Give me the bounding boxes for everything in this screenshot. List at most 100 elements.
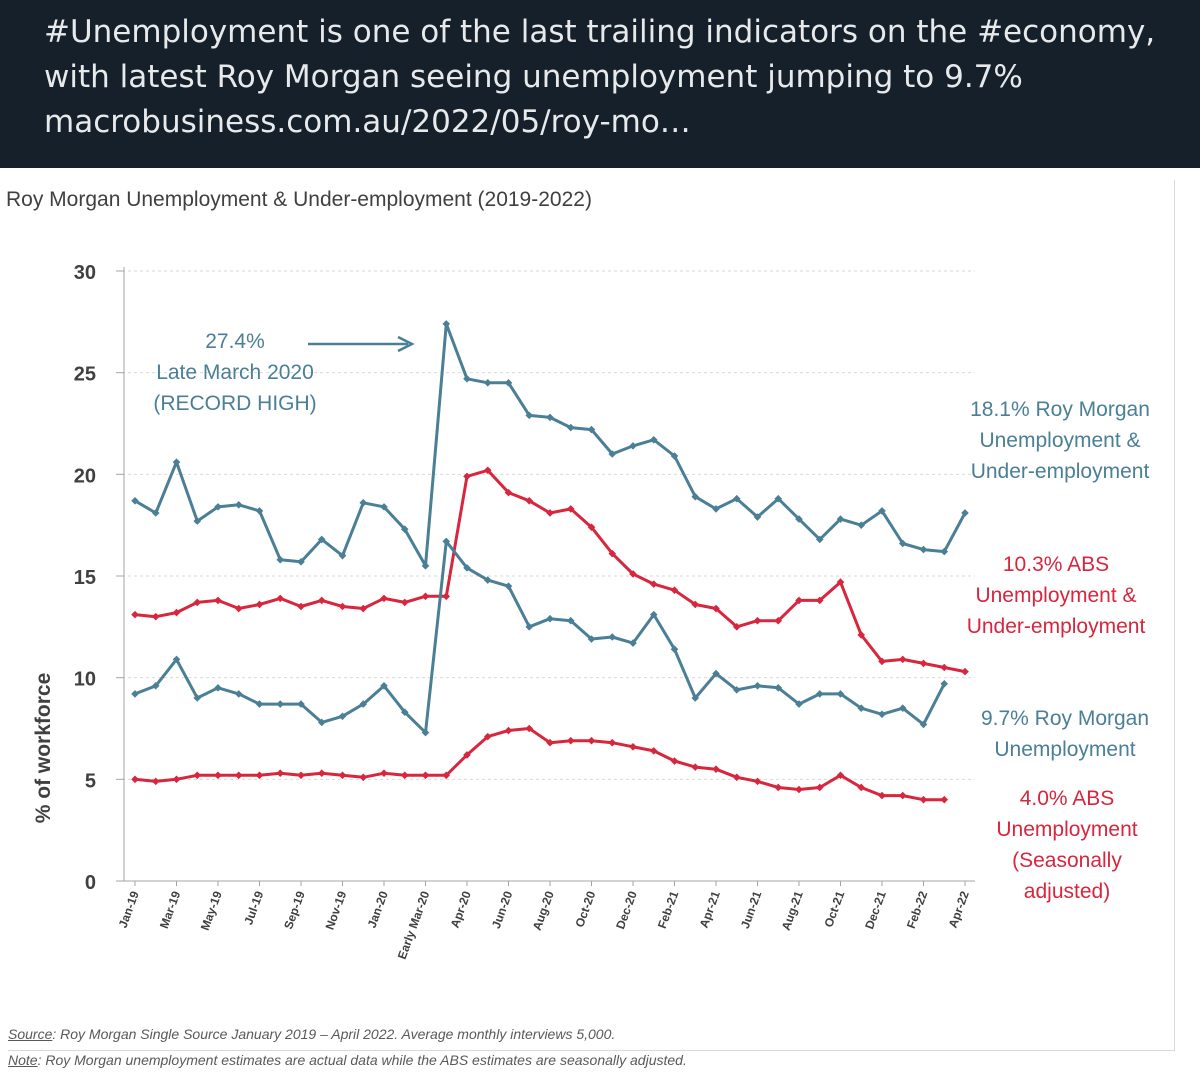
data-point-abs_under xyxy=(504,488,513,497)
data-point-abs_under xyxy=(338,602,347,611)
data-point-abs_under xyxy=(234,604,243,613)
data-point-rm_unemp xyxy=(898,704,907,712)
data-point-rm_under xyxy=(359,499,368,507)
data-point-abs_unemp xyxy=(214,771,222,780)
data-point-abs_under xyxy=(919,659,928,668)
data-point-rm_unemp xyxy=(214,684,222,692)
x-tick-label: Apr-20 xyxy=(448,889,474,930)
data-point-abs_under xyxy=(670,586,679,595)
data-point-rm_under xyxy=(732,494,741,503)
data-point-abs_under xyxy=(649,580,658,588)
x-tick-label: Oct-21 xyxy=(821,889,847,929)
data-point-rm_under xyxy=(131,496,139,505)
data-point-rm_unemp xyxy=(131,690,139,698)
data-point-abs_under xyxy=(400,598,409,607)
tweet-line: #Unemployment is one of the last trailin… xyxy=(44,14,1156,50)
data-point-abs_under xyxy=(359,604,368,613)
x-tick-label: Aug-21 xyxy=(779,889,806,932)
data-point-abs_under xyxy=(214,596,222,605)
data-point-abs_under xyxy=(753,616,762,625)
data-point-abs_unemp xyxy=(504,726,513,735)
data-point-rm_unemp xyxy=(774,684,783,692)
data-point-abs_under xyxy=(836,578,845,586)
x-tick-label: Jun-21 xyxy=(738,889,764,930)
data-point-abs_unemp xyxy=(525,724,534,733)
data-point-abs_unemp xyxy=(234,771,243,780)
data-point-rm_unemp xyxy=(608,633,617,641)
data-point-abs_unemp xyxy=(380,769,388,778)
note-text: : Roy Morgan unemployment estimates are … xyxy=(37,1052,687,1068)
data-point-rm_unemp xyxy=(442,537,451,546)
data-point-abs_unemp xyxy=(608,738,617,747)
data-point-abs_unemp xyxy=(276,769,285,778)
data-point-rm_under xyxy=(712,505,720,513)
data-point-abs_under xyxy=(255,600,264,609)
data-point-abs_unemp xyxy=(898,791,907,800)
data-point-rm_under xyxy=(546,413,554,422)
data-point-abs_under xyxy=(712,604,720,613)
series-line-rm_unemp xyxy=(134,539,946,735)
series-lines xyxy=(131,320,969,804)
data-point-rm_unemp xyxy=(338,712,347,721)
tweet-link[interactable]: macrobusiness.com.au/2022/05/roy-mo… xyxy=(44,104,691,140)
peak-arrow xyxy=(308,335,415,353)
grid-lines xyxy=(122,270,975,780)
y-tick-label: 0 xyxy=(85,872,96,894)
data-point-rm_under xyxy=(649,435,658,444)
chart-image[interactable]: Roy Morgan Unemployment & Under-employme… xyxy=(0,168,1200,1086)
x-tick-label: Feb-21 xyxy=(655,889,681,930)
data-point-rm_under xyxy=(421,562,430,570)
data-point-rm_unemp xyxy=(359,700,368,708)
data-point-rm_under xyxy=(400,525,409,534)
annotation-line: Unemployment xyxy=(994,738,1136,761)
data-point-abs_under xyxy=(815,596,824,605)
data-point-abs_under xyxy=(940,663,949,672)
data-point-abs_under xyxy=(961,667,969,676)
x-tick-label: Mar-19 xyxy=(157,889,183,930)
data-point-abs_unemp xyxy=(857,783,866,792)
y-tick-label: 15 xyxy=(74,567,96,589)
y-tick-label: 25 xyxy=(74,364,96,386)
data-point-rm_unemp xyxy=(566,616,575,625)
data-point-abs_unemp xyxy=(649,747,658,755)
data-point-rm_unemp xyxy=(504,582,513,590)
data-point-abs_under xyxy=(566,505,575,513)
data-point-rm_under xyxy=(629,442,637,450)
data-point-abs_unemp xyxy=(421,771,430,780)
data-point-rm_unemp xyxy=(670,645,679,653)
data-point-rm_under xyxy=(774,494,783,503)
data-point-abs_under xyxy=(317,596,326,605)
x-tick-label: Apr-21 xyxy=(697,889,723,930)
data-point-abs_under xyxy=(442,592,451,601)
data-point-abs_unemp xyxy=(297,771,305,780)
data-point-rm_under xyxy=(255,507,264,515)
data-point-rm_under xyxy=(214,503,222,511)
peak-annotation: 27.4% Late March 2020 (RECORD HIGH) xyxy=(120,326,350,419)
data-point-abs_unemp xyxy=(463,751,471,759)
data-point-abs_under xyxy=(898,655,907,664)
data-point-rm_under xyxy=(670,452,679,460)
data-point-rm_unemp xyxy=(255,700,264,708)
data-point-abs_unemp xyxy=(359,773,368,782)
data-point-abs_under xyxy=(878,657,886,666)
data-point-abs_unemp xyxy=(878,791,886,800)
data-point-abs_under xyxy=(421,592,430,601)
data-point-abs_unemp xyxy=(795,785,803,794)
footnote: Note: Roy Morgan unemployment estimates … xyxy=(8,1052,687,1068)
data-point-rm_under xyxy=(940,547,949,556)
data-point-abs_under xyxy=(131,610,139,619)
data-point-rm_under xyxy=(297,557,305,566)
source-note: Source: Roy Morgan Single Source January… xyxy=(8,1026,615,1042)
arrow-head xyxy=(397,335,415,353)
data-point-abs_under xyxy=(483,466,492,475)
data-point-abs_unemp xyxy=(919,795,928,804)
data-point-abs_under xyxy=(732,623,741,631)
data-point-abs_under xyxy=(629,570,637,578)
x-tick-label: Jun-20 xyxy=(489,889,515,930)
annotation-line: (Seasonally xyxy=(1012,849,1122,872)
y-tick-label: 5 xyxy=(85,770,96,792)
data-point-abs_under xyxy=(774,616,783,625)
data-point-abs_under xyxy=(795,596,803,605)
data-point-rm_unemp xyxy=(380,682,388,690)
data-point-abs_unemp xyxy=(629,743,637,751)
